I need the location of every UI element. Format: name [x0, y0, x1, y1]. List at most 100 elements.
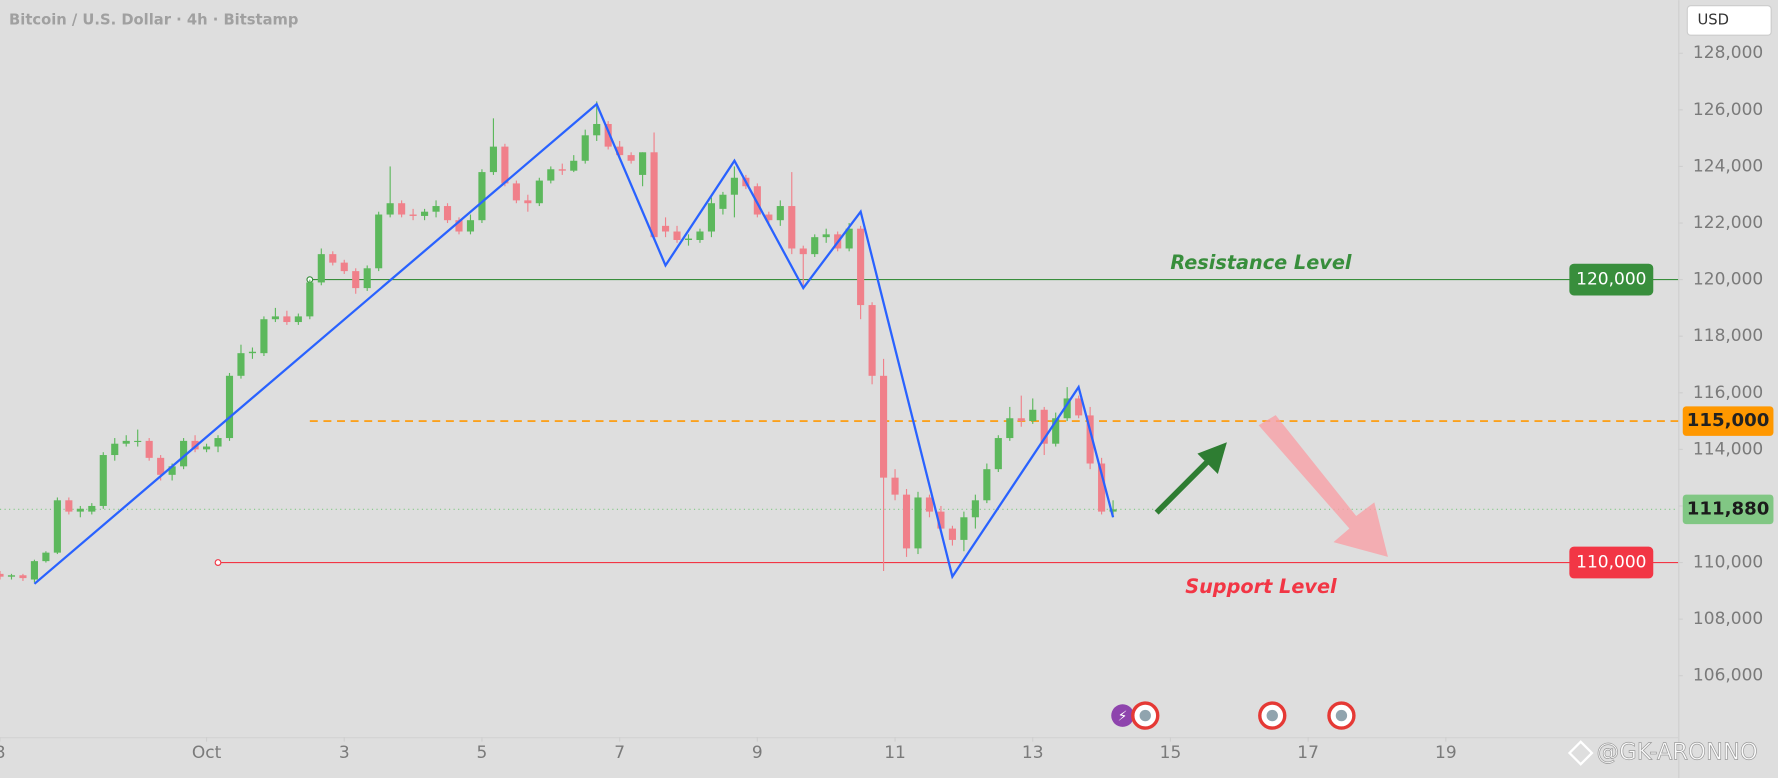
candle-body	[88, 505, 96, 512]
candle-body	[902, 494, 911, 549]
candle-body	[134, 440, 142, 443]
candle-body	[489, 146, 497, 173]
zigzag-line	[33, 102, 1115, 585]
candle-body	[421, 211, 429, 216]
candle-body	[294, 316, 302, 323]
x-tick-label: 3	[339, 743, 350, 763]
candle-body	[776, 206, 784, 221]
candle-body	[914, 497, 922, 549]
candle-body	[627, 155, 635, 161]
candle-body	[214, 438, 222, 447]
candle-body	[225, 375, 234, 439]
candle-body	[386, 203, 394, 215]
y-tick-label: 122,000	[1693, 213, 1763, 233]
y-tick-label: 108,000	[1693, 609, 1763, 629]
candle-body	[42, 552, 50, 562]
candle-body	[891, 477, 899, 495]
candle-body	[180, 440, 188, 467]
candle-body	[707, 203, 716, 232]
candle-body	[65, 500, 73, 512]
candle-body	[719, 194, 727, 209]
currency-button[interactable]	[1686, 5, 1772, 36]
candle-body	[684, 238, 693, 240]
candle-body	[937, 511, 945, 529]
candle-body	[925, 497, 934, 512]
level-badge	[1682, 406, 1774, 436]
candle-body	[329, 254, 337, 263]
candle-body	[191, 440, 199, 450]
candle-body	[845, 228, 853, 249]
candle-body	[283, 316, 291, 323]
y-tick-label: 114,000	[1693, 439, 1763, 459]
watermark: @GK-ARONNO	[1567, 739, 1758, 766]
candle-body	[994, 438, 1002, 470]
candle-body	[306, 282, 314, 317]
y-tick-label: 118,000	[1693, 326, 1763, 346]
last-price-label: 111,880	[1687, 498, 1770, 519]
candles	[0, 101, 1117, 583]
candle-body	[753, 186, 761, 215]
candle-body	[1029, 409, 1037, 422]
x-tick-label: 7	[614, 743, 625, 763]
candle-body	[593, 123, 601, 136]
candle-body	[237, 353, 245, 376]
candle-body	[535, 180, 543, 204]
candle-body	[1075, 398, 1083, 416]
candle-body	[971, 500, 979, 518]
candle-body	[616, 146, 624, 156]
candle-body	[558, 169, 566, 171]
level-badge-label: 110,000	[1576, 553, 1646, 573]
y-tick-label: 128,000	[1693, 43, 1763, 63]
candle-body	[696, 231, 704, 240]
candle-body	[271, 316, 279, 320]
currency-label: USD	[1697, 11, 1728, 28]
candle-body	[466, 220, 475, 232]
watermark-text: @GK-ARONNO	[1597, 739, 1758, 765]
y-tick-label: 126,000	[1693, 100, 1763, 120]
candle-body	[76, 508, 84, 512]
y-tick-label: 106,000	[1693, 666, 1763, 686]
y-tick-label: 116,000	[1693, 383, 1763, 403]
candle-body	[202, 446, 211, 450]
candle-body	[248, 351, 257, 354]
candle-body	[547, 169, 555, 181]
y-tick-label: 120,000	[1693, 270, 1763, 290]
candle-body	[822, 234, 830, 238]
candle-body	[111, 443, 119, 456]
candle-body	[639, 152, 647, 175]
candle-body	[432, 206, 440, 212]
candle-body	[168, 466, 176, 475]
candle-body	[983, 469, 991, 501]
candle-body	[730, 177, 738, 195]
svg-text:⚡: ⚡	[1118, 709, 1128, 725]
candle-body	[811, 237, 819, 255]
y-tick-label: 124,000	[1693, 156, 1763, 176]
candle-body	[880, 375, 888, 478]
x-tick-label: 17	[1297, 743, 1319, 763]
level-label: Support Level	[1185, 575, 1337, 598]
candle-body	[398, 203, 406, 215]
candle-body	[857, 228, 865, 306]
x-tick-label: 5	[477, 743, 488, 763]
last-price-badge	[1682, 494, 1774, 525]
candle-body	[960, 517, 968, 540]
candle-body	[1052, 418, 1060, 444]
x-tick-label: 8	[0, 743, 5, 763]
candle-body	[1063, 398, 1071, 419]
candle-body	[340, 262, 348, 272]
candle-body	[650, 152, 658, 238]
up-arrow	[1154, 442, 1227, 515]
x-tick-label: 19	[1435, 743, 1457, 763]
candle-body	[19, 575, 27, 579]
candle-body	[788, 206, 796, 249]
candle-body	[868, 305, 876, 376]
candle-body	[0, 573, 4, 577]
candle-body	[1109, 509, 1117, 512]
candle-body	[661, 225, 670, 232]
candle-body	[570, 160, 578, 171]
candle-body	[7, 575, 16, 577]
candle-body	[317, 254, 325, 283]
candle-body	[765, 214, 773, 221]
candle-body	[260, 319, 268, 354]
